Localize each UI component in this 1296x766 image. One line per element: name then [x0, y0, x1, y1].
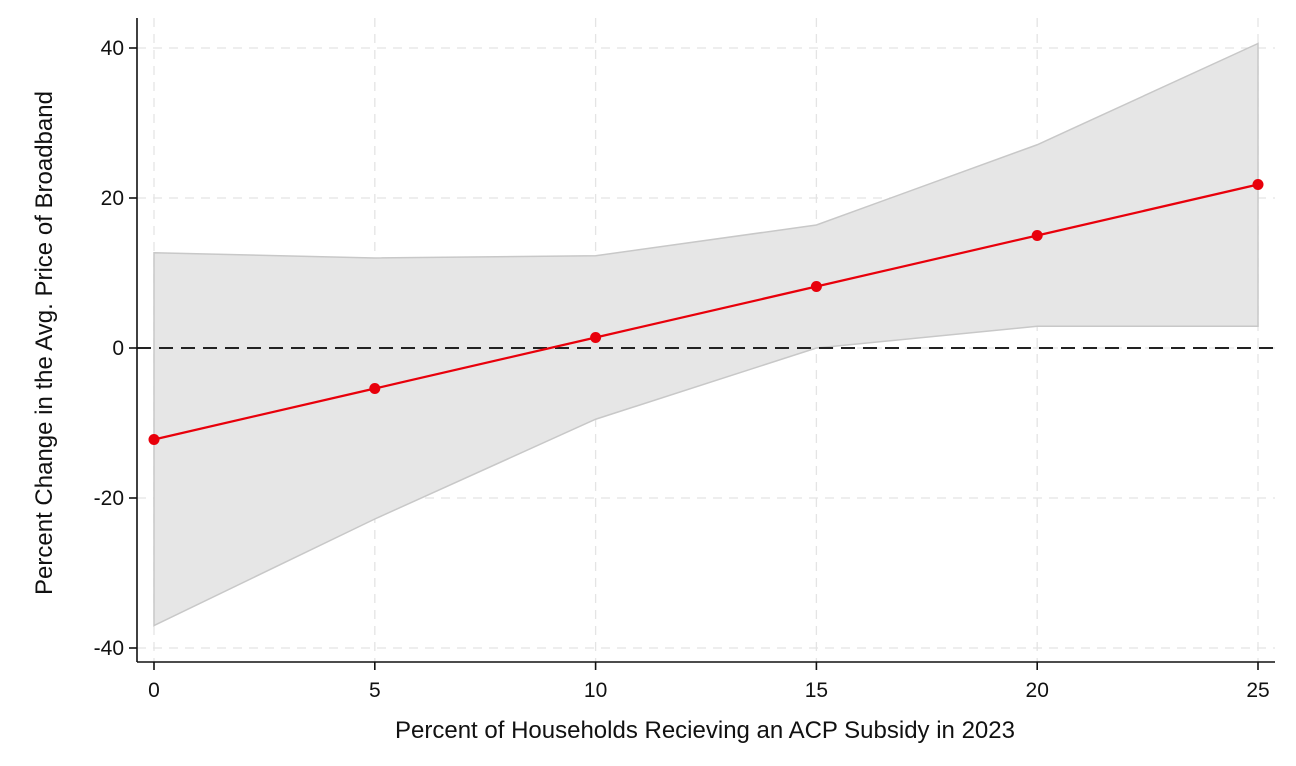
data-point [148, 434, 160, 445]
confidence-band [153, 42, 1259, 627]
axes [129, 18, 1275, 670]
y-tick-label: 0 [112, 337, 124, 360]
x-axis-title: Percent of Households Recieving an ACP S… [395, 717, 1015, 744]
data-point [1252, 179, 1264, 190]
y-tick-label: 40 [101, 37, 124, 60]
x-tick-label: 5 [369, 679, 381, 702]
data-point [590, 332, 602, 343]
y-tick-label: -20 [94, 487, 124, 510]
y-tick-label: -40 [94, 637, 124, 660]
data-point [810, 281, 822, 292]
x-tick-label: 0 [148, 679, 160, 702]
x-tick-label: 15 [805, 679, 828, 702]
x-tick-label: 10 [584, 679, 607, 702]
x-tick-label: 25 [1246, 679, 1269, 702]
tick-labels: 0 5 10 15 20 25 -40 -20 0 20 40 [94, 37, 1270, 702]
x-tick-label: 20 [1026, 679, 1049, 702]
estimate-line [148, 179, 1264, 445]
y-tick-label: 20 [101, 187, 124, 210]
confidence-band-area [153, 42, 1259, 627]
data-point [369, 383, 381, 394]
y-axis-title: Percent Change in the Avg. Price of Broa… [31, 91, 58, 595]
data-point [1031, 230, 1043, 241]
estimate-polyline [153, 183, 1259, 441]
